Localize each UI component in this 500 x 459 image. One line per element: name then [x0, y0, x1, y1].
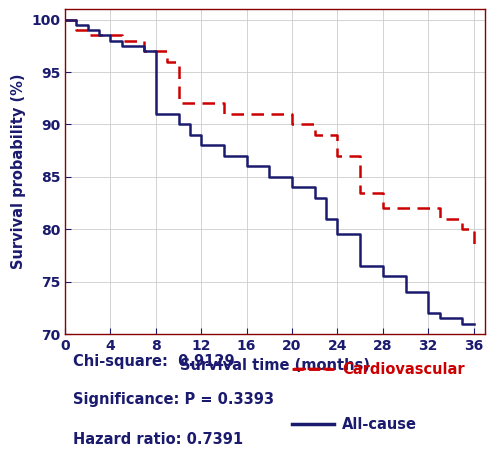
- Text: Significance: P = 0.3393: Significance: P = 0.3393: [74, 392, 274, 407]
- Text: All-cause: All-cause: [342, 416, 417, 431]
- Text: Hazard ratio: 0.7391: Hazard ratio: 0.7391: [74, 431, 243, 447]
- Text: Cardiovascular: Cardiovascular: [342, 362, 465, 376]
- Y-axis label: Survival probability (%): Survival probability (%): [10, 74, 26, 269]
- Text: Chi-square:  0.9129: Chi-square: 0.9129: [74, 354, 235, 369]
- X-axis label: Survival time (months): Survival time (months): [180, 358, 370, 374]
